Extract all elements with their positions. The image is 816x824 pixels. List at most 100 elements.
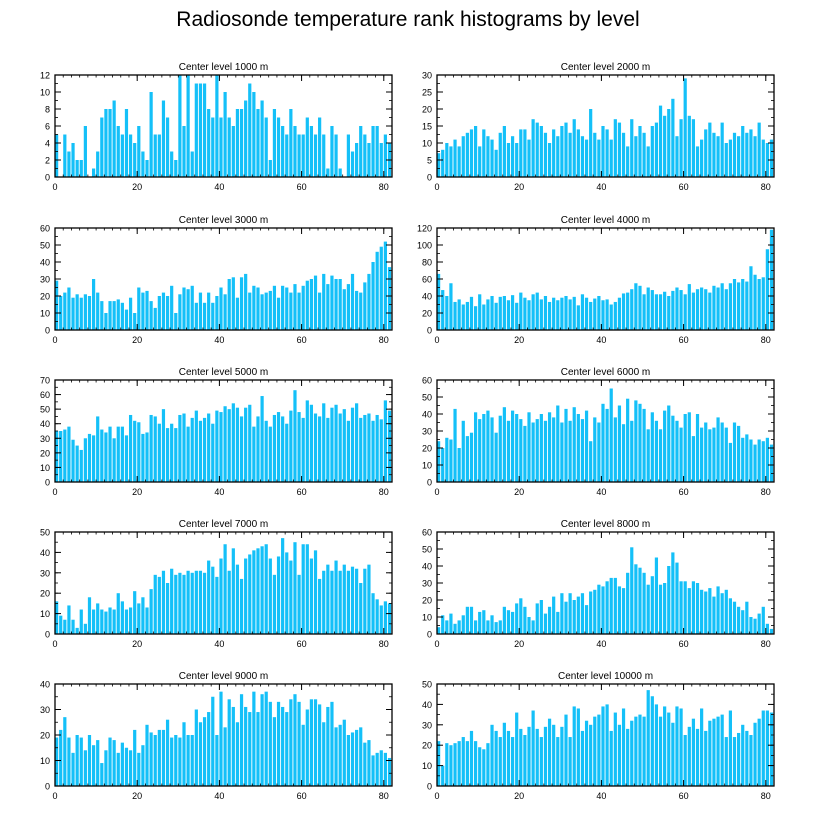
histogram-bar [765,623,769,634]
histogram-bar [621,293,626,330]
histogram-bar [732,601,737,634]
histogram-bar [350,566,355,634]
histogram-bar [724,427,728,482]
histogram-bar [506,143,511,177]
histogram-bar [490,724,494,786]
histogram-bar [285,712,289,786]
histogram-bar [679,427,683,482]
histogram-bar [675,136,679,177]
histogram-bar [564,714,568,786]
y-tick-label: 50 [40,241,50,251]
histogram-bar [671,98,675,177]
histogram-bar [552,129,556,177]
histogram-bar [663,706,667,786]
histogram-bar [539,414,543,482]
histogram-bar [268,558,272,634]
bar-series [55,75,392,177]
histogram-bar [461,136,465,177]
histogram-bar [515,302,519,330]
histogram-bar [556,737,560,786]
histogram-bar [445,437,449,482]
histogram-bar [318,292,322,330]
histogram-bar [667,566,671,634]
histogram-bar [182,126,186,177]
histogram-bar [309,279,314,330]
histogram-bar [765,249,769,330]
histogram-bar [383,134,387,177]
histogram-bar [741,610,745,634]
histogram-bar [301,724,305,786]
y-tick-label: 40 [422,562,432,572]
histogram-bar [506,610,511,634]
histogram-bar [494,730,498,786]
bar-series [437,229,774,330]
histogram-bar [215,296,219,330]
histogram-bar [671,415,675,482]
histogram-bar [465,301,469,330]
histogram-panel: Center level 10000 m 0 20 40 60 80 0 10 20 30 40 50 [422,671,775,801]
histogram-bar [375,414,379,482]
histogram-bar [523,297,527,330]
histogram-bar [363,282,367,330]
histogram-bar [519,292,523,330]
histogram-bar [560,126,564,177]
histogram-bar [568,132,572,177]
histogram-bar [494,432,498,482]
histogram-bar [716,716,720,786]
y-tick-label: 30 [40,705,50,715]
histogram-bar [527,412,531,482]
histogram-bar [387,267,392,330]
histogram-bar [71,439,75,482]
histogram-bar [642,716,646,786]
histogram-bar [305,117,309,177]
x-tick-label: 80 [761,182,771,192]
histogram-bar [646,287,650,330]
histogram-bar [256,548,260,634]
histogram-bar [104,109,108,177]
histogram-bar [741,279,745,330]
histogram-bar [359,292,363,330]
histogram-bar [198,570,203,634]
histogram-bar [494,622,498,634]
histogram-bar [638,714,642,786]
histogram-bar [231,277,235,330]
histogram-bar [161,729,166,786]
histogram-bar [667,296,671,330]
histogram-bar [556,405,560,482]
histogram-bar [638,567,642,634]
histogram-bar [745,281,749,330]
histogram-bar [297,701,301,786]
histogram-bar [519,728,523,786]
histogram-bar [687,588,691,634]
histogram-bar [268,426,272,482]
histogram-bar [498,737,502,786]
histogram-bar [116,299,120,330]
histogram-bar [178,572,182,634]
histogram-bar [244,407,248,482]
histogram-bar [133,729,137,786]
histogram-bar [658,105,663,177]
histogram-bar [671,290,675,330]
histogram-bar [355,568,359,634]
histogram-bar [437,441,441,482]
histogram-bar [133,143,137,177]
histogram-bar [149,301,153,330]
y-tick-label: 50 [422,545,432,555]
histogram-bar [157,296,161,330]
histogram-bar [272,414,277,482]
y-tick-label: 5 [427,156,432,166]
histogram-bar [552,724,556,786]
histogram-bar [379,419,383,482]
histogram-bar [363,742,367,786]
histogram-bar [704,730,708,786]
histogram-bar [120,134,124,177]
histogram-bar [285,134,289,177]
histogram-bar [322,403,326,482]
histogram-bar [157,576,161,634]
histogram-bar [568,737,572,786]
histogram-bar [761,277,765,330]
histogram-bar [256,712,260,786]
histogram-bar [194,410,198,482]
histogram-bar [630,119,634,177]
histogram-bar [589,301,593,330]
